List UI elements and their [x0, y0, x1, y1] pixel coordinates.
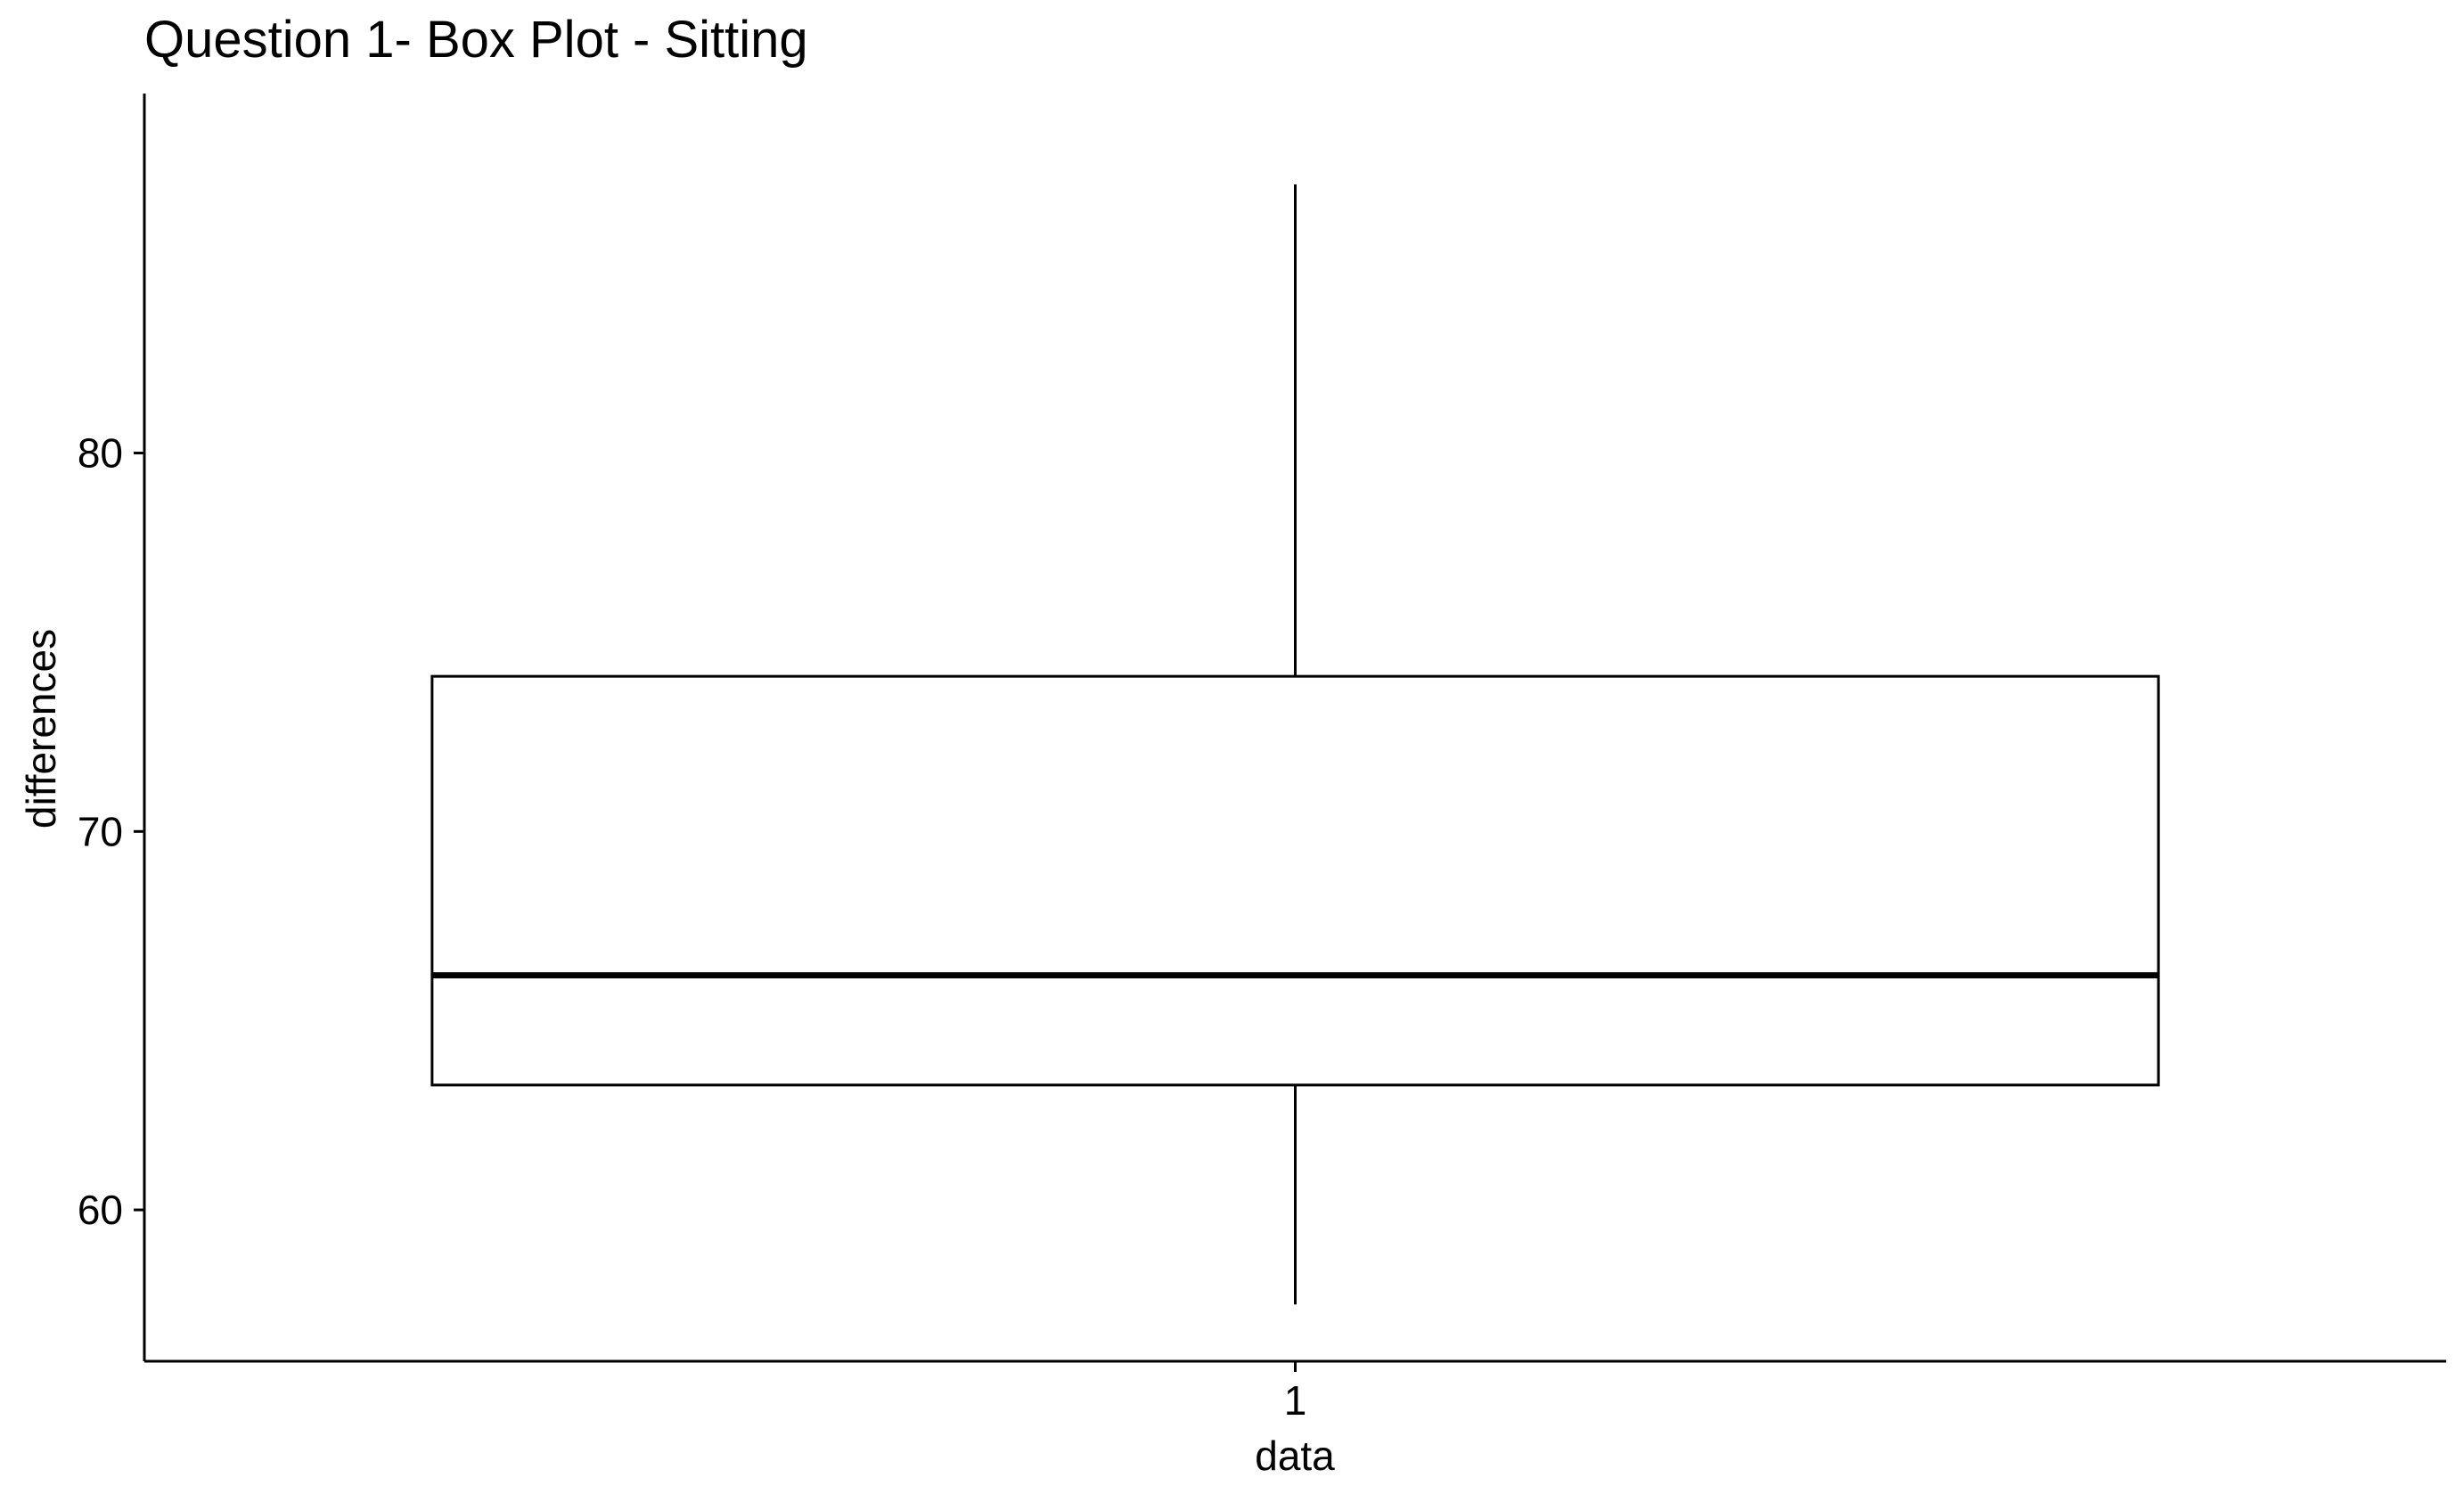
y-axis: 60 70 80 — [78, 94, 146, 1361]
y-tick-label: 70 — [78, 808, 123, 854]
y-tick-label: 60 — [78, 1187, 123, 1233]
interquartile-box — [430, 674, 2160, 1087]
x-axis-label: data — [1255, 1433, 1335, 1479]
box-1 — [430, 184, 2160, 1305]
y-axis-label: differences — [18, 629, 64, 829]
y-tick-label: 80 — [78, 430, 123, 477]
boxes — [430, 184, 2160, 1305]
x-tick-label: 1 — [1284, 1377, 1307, 1424]
x-axis: 1 — [144, 1359, 2446, 1424]
chart-title: Question 1- Box Plot - Sitting — [144, 11, 808, 69]
